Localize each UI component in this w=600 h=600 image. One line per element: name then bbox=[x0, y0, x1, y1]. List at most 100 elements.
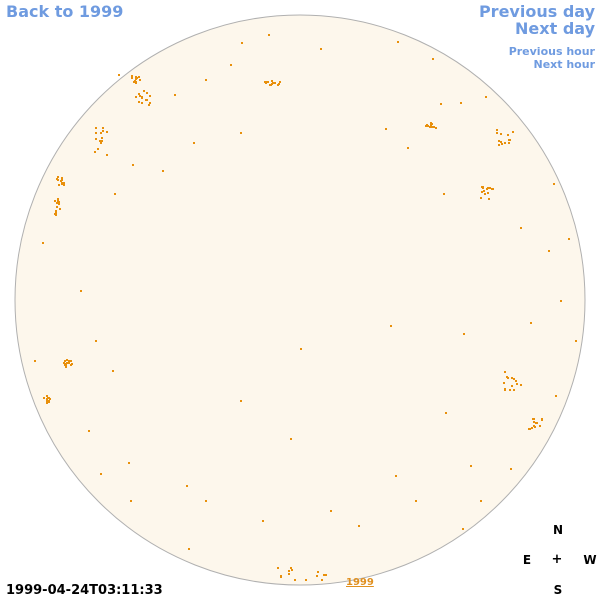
feature-mark bbox=[575, 340, 577, 342]
feature-mark bbox=[530, 322, 532, 324]
feature-mark bbox=[529, 428, 531, 430]
feature-mark bbox=[443, 193, 445, 195]
feature-mark bbox=[496, 129, 498, 131]
feature-mark bbox=[57, 176, 59, 178]
feature-mark bbox=[230, 64, 232, 66]
feature-mark bbox=[288, 573, 290, 575]
feature-mark bbox=[264, 81, 266, 83]
next-day-link[interactable]: Next day bbox=[515, 19, 595, 38]
feature-mark bbox=[560, 300, 562, 302]
feature-mark bbox=[485, 96, 487, 98]
feature-mark bbox=[56, 178, 58, 180]
feature-mark bbox=[241, 42, 243, 44]
feature-mark bbox=[429, 126, 431, 128]
feature-mark bbox=[330, 510, 332, 512]
feature-mark bbox=[68, 362, 70, 364]
feature-mark bbox=[294, 579, 296, 581]
feature-mark bbox=[300, 348, 302, 350]
feature-mark bbox=[395, 475, 397, 477]
feature-mark bbox=[487, 192, 489, 194]
feature-mark bbox=[100, 142, 102, 144]
feature-mark bbox=[63, 362, 65, 364]
feature-mark bbox=[205, 500, 207, 502]
feature-mark bbox=[141, 102, 143, 104]
feature-mark bbox=[193, 142, 195, 144]
feature-mark bbox=[139, 79, 141, 81]
plus-icon: + bbox=[551, 552, 563, 567]
feature-mark bbox=[139, 95, 141, 97]
feature-mark bbox=[504, 389, 506, 391]
feature-mark bbox=[63, 182, 65, 184]
compass-north-label: N bbox=[552, 523, 564, 537]
feature-mark bbox=[491, 188, 493, 190]
feature-mark bbox=[94, 151, 96, 153]
feature-mark bbox=[568, 238, 570, 240]
feature-mark bbox=[162, 170, 164, 172]
feature-mark bbox=[488, 198, 490, 200]
feature-mark bbox=[432, 58, 434, 60]
feature-mark bbox=[46, 395, 48, 397]
feature-mark bbox=[431, 123, 433, 125]
feature-mark bbox=[135, 81, 137, 83]
feature-mark bbox=[323, 574, 325, 576]
feature-mark bbox=[188, 548, 190, 550]
next-hour-link[interactable]: Next hour bbox=[533, 58, 596, 71]
feature-mark bbox=[57, 198, 59, 200]
feature-mark bbox=[445, 412, 447, 414]
feature-mark bbox=[48, 400, 50, 402]
feature-mark bbox=[498, 140, 500, 142]
feature-mark bbox=[520, 227, 522, 229]
feature-mark bbox=[148, 104, 150, 106]
feature-mark bbox=[390, 325, 392, 327]
solar-disk bbox=[14, 14, 586, 586]
feature-mark bbox=[500, 141, 502, 143]
feature-mark bbox=[516, 383, 518, 385]
feature-mark bbox=[533, 421, 535, 423]
feature-mark bbox=[496, 132, 498, 134]
feature-mark bbox=[135, 96, 137, 98]
feature-mark bbox=[118, 74, 120, 76]
feature-mark bbox=[240, 400, 242, 402]
feature-mark bbox=[49, 398, 51, 400]
feature-mark bbox=[415, 500, 417, 502]
previous-day-link[interactable]: Previous day bbox=[478, 2, 595, 21]
feature-mark bbox=[146, 99, 148, 101]
feature-mark bbox=[138, 76, 140, 78]
feature-mark bbox=[136, 77, 138, 79]
feature-mark bbox=[131, 77, 133, 79]
feature-mark bbox=[397, 41, 399, 43]
feature-mark bbox=[132, 164, 134, 166]
feature-mark bbox=[88, 430, 90, 432]
feature-mark bbox=[512, 131, 514, 133]
feature-mark bbox=[56, 202, 58, 204]
feature-mark bbox=[433, 126, 435, 128]
feature-mark bbox=[316, 575, 318, 577]
feature-mark bbox=[95, 138, 97, 140]
feature-mark bbox=[66, 359, 68, 361]
feature-mark bbox=[463, 333, 465, 335]
back-to-year-link[interactable]: Back to 1999 bbox=[6, 2, 124, 21]
previous-hour-link[interactable]: Previous hour bbox=[508, 45, 595, 58]
feature-mark bbox=[149, 95, 151, 97]
feature-mark bbox=[385, 128, 387, 130]
feature-mark bbox=[325, 574, 327, 576]
feature-mark bbox=[279, 81, 281, 83]
feature-mark bbox=[539, 425, 541, 427]
feature-mark bbox=[240, 132, 242, 134]
feature-mark bbox=[290, 438, 292, 440]
feature-mark bbox=[503, 382, 505, 384]
feature-mark bbox=[489, 187, 491, 189]
feature-mark bbox=[95, 127, 97, 129]
feature-mark bbox=[321, 579, 323, 581]
feature-mark bbox=[42, 242, 44, 244]
feature-mark bbox=[513, 378, 515, 380]
feature-mark bbox=[143, 90, 145, 92]
year-link[interactable]: 1999 bbox=[346, 577, 374, 588]
feature-mark bbox=[290, 567, 292, 569]
feature-mark bbox=[460, 102, 462, 104]
feature-mark bbox=[43, 397, 45, 399]
feature-mark bbox=[506, 376, 508, 378]
feature-mark bbox=[435, 127, 437, 129]
